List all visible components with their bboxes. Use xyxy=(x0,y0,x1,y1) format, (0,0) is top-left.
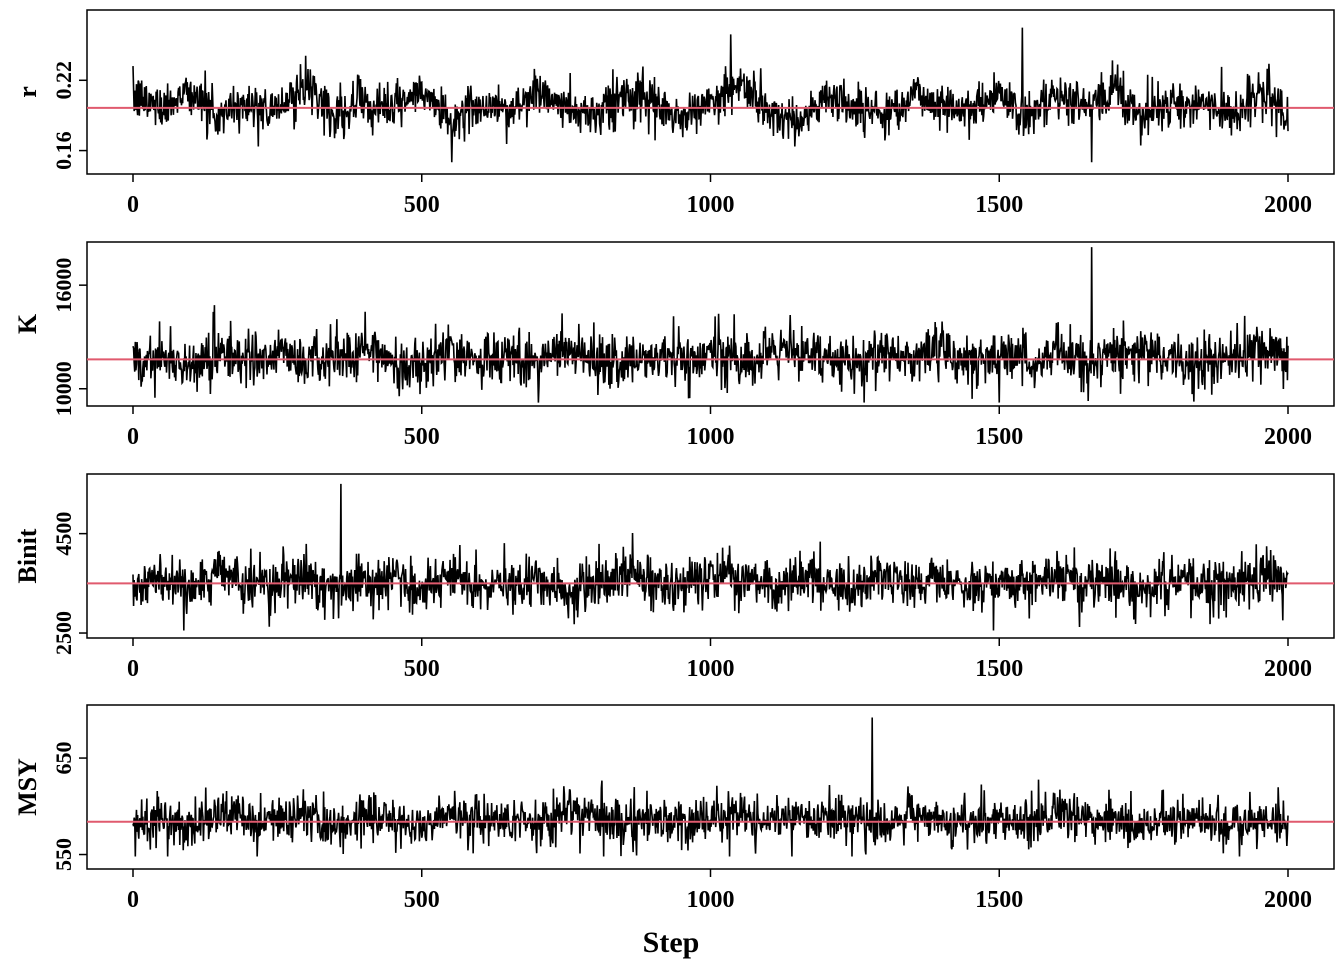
x-tick-label: 1500 xyxy=(975,424,1023,450)
trace-line xyxy=(132,483,1289,631)
x-tick-label: 2000 xyxy=(1264,656,1312,682)
panel-binit: 0 500 1000 1500 2000 2500 4500 Binit xyxy=(13,473,1335,682)
x-tick-label: 500 xyxy=(404,887,440,913)
x-tick-label: 500 xyxy=(404,656,440,682)
x-tick-label: 500 xyxy=(404,192,440,218)
y-tick-label: 550 xyxy=(51,838,76,871)
x-tick-label: 0 xyxy=(127,424,139,450)
y-tick-label: 4500 xyxy=(51,512,76,556)
panel-msy: 0 500 1000 1500 2000 550 650 MSY xyxy=(13,704,1335,913)
x-axis-label: Step xyxy=(643,926,700,959)
y-tick-label: 10000 xyxy=(51,361,76,416)
x-tick-label: 1000 xyxy=(687,656,735,682)
y-tick-label: 0.16 xyxy=(51,131,76,170)
x-tick-label: 0 xyxy=(127,192,139,218)
x-tick-label: 1000 xyxy=(687,192,735,218)
y-axis-label: Binit xyxy=(13,528,42,583)
y-axis-label: r xyxy=(13,86,42,98)
plot-frame xyxy=(86,473,1335,639)
panel-r: 0 500 1000 1500 2000 0.16 0.22 r xyxy=(13,9,1335,218)
trace-line xyxy=(132,27,1289,163)
y-tick-label: 16000 xyxy=(51,258,76,313)
x-tick-label: 1000 xyxy=(687,424,735,450)
trace-line xyxy=(132,717,1289,857)
plot-frame xyxy=(86,704,1335,870)
y-tick-label: 0.22 xyxy=(51,61,76,100)
x-tick-label: 2000 xyxy=(1264,192,1312,218)
panel-k: 0 500 1000 1500 2000 10000 16000 K xyxy=(13,241,1335,450)
y-tick-label: 2500 xyxy=(51,611,76,655)
x-tick-label: 1000 xyxy=(687,887,735,913)
y-axis-label: MSY xyxy=(13,758,42,816)
x-tick-label: 1500 xyxy=(975,887,1023,913)
x-tick-label: 500 xyxy=(404,424,440,450)
y-tick-label: 650 xyxy=(51,742,76,775)
x-tick-label: 2000 xyxy=(1264,887,1312,913)
plot-frame xyxy=(86,241,1335,407)
x-tick-label: 0 xyxy=(127,887,139,913)
x-tick-label: 1500 xyxy=(975,656,1023,682)
y-axis-label: K xyxy=(13,313,42,334)
x-tick-label: 1500 xyxy=(975,192,1023,218)
x-tick-label: 0 xyxy=(127,656,139,682)
trace-line xyxy=(132,247,1289,403)
x-tick-label: 2000 xyxy=(1264,424,1312,450)
